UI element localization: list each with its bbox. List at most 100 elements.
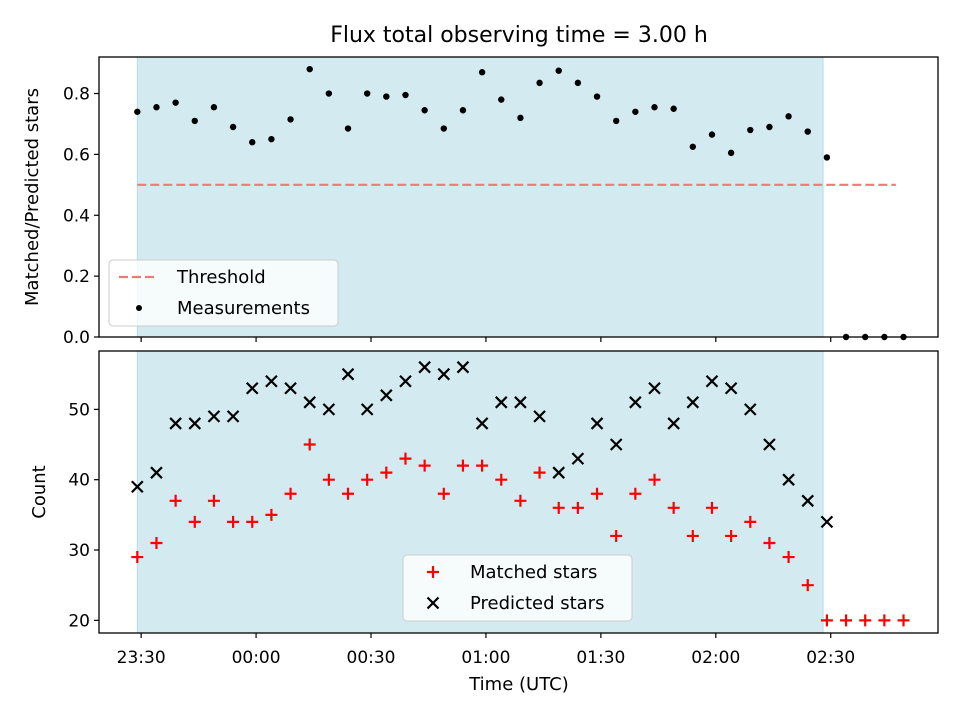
top-panel: 0.0 0.2 0.4 0.6 0.8 Matched/Predicted stars Th… xyxy=(22,56,939,348)
measurement-point xyxy=(363,90,371,97)
predicted-star-point xyxy=(131,480,144,494)
predicted-star-point xyxy=(150,466,163,479)
predicted-star-point xyxy=(399,374,412,388)
matched-star-point xyxy=(897,614,910,627)
matched-star-point xyxy=(437,487,450,500)
predicted-star-point xyxy=(188,417,202,430)
predicted-star-point xyxy=(418,360,431,374)
legend-label: Threshold xyxy=(176,267,266,288)
x-tick-label: 00:00 xyxy=(232,648,281,668)
measurement-point xyxy=(172,99,179,106)
predicted-star-point xyxy=(494,396,508,409)
predicted-star-point xyxy=(648,381,661,395)
matched-star-point xyxy=(150,536,163,549)
matched-star-point xyxy=(188,515,201,528)
measurement-point xyxy=(766,123,773,131)
matched-star-point xyxy=(648,473,661,486)
legend-box xyxy=(402,554,633,622)
matched-star-point xyxy=(686,529,699,542)
y-tick-label: 40 xyxy=(68,471,90,491)
measurement-point xyxy=(670,105,677,112)
predicted-star-point xyxy=(763,438,776,451)
y-tick-label: 0.2 xyxy=(63,267,90,287)
measurement-point xyxy=(229,123,237,131)
predicted-star-point xyxy=(686,396,700,409)
x-tick-label: 01:30 xyxy=(576,648,625,668)
measurement-point xyxy=(823,154,831,161)
measurement-point xyxy=(593,93,601,100)
y-tick-label: 0.4 xyxy=(63,206,90,226)
measurement-point xyxy=(402,91,409,99)
predicted-star-point xyxy=(782,473,795,486)
measurement-point xyxy=(478,69,486,76)
bottom-panel: 20 30 40 50 23:30 00:00 00:30 01:00 01:30 02:00 02… xyxy=(29,350,939,668)
legend-box xyxy=(108,259,339,327)
matched-star-point xyxy=(399,452,412,465)
predicted-star-point xyxy=(245,381,259,395)
predicted-star-point xyxy=(705,374,719,388)
measurement-point xyxy=(325,90,333,97)
predicted-star-point xyxy=(284,381,297,395)
measurement-point xyxy=(727,149,735,157)
x-tick-label: 02:30 xyxy=(806,648,855,668)
y-tick-label: 0.6 xyxy=(63,145,90,165)
predicted-star-point xyxy=(552,466,566,479)
legend-label: Measurements xyxy=(177,298,310,319)
measurement-point xyxy=(651,104,658,111)
matched-star-point xyxy=(629,487,642,500)
measurement-point xyxy=(517,114,524,122)
matched-star-point xyxy=(456,459,469,472)
measurement-point xyxy=(632,108,639,115)
predicted-star-point xyxy=(724,381,738,395)
legend-label: Predicted stars xyxy=(470,593,604,614)
matched-star-point xyxy=(322,473,335,486)
measurement-point xyxy=(612,117,620,125)
measurement-point xyxy=(287,116,294,123)
predicted-star-point xyxy=(380,389,393,402)
measurement-point xyxy=(306,65,313,73)
matched-star-point xyxy=(476,459,489,472)
axes-frame xyxy=(98,350,939,634)
matched-star-point xyxy=(820,614,833,627)
measurement-point xyxy=(459,107,467,114)
predicted-star-point xyxy=(360,403,374,416)
measurement-point xyxy=(153,104,160,111)
matched-star-point xyxy=(342,487,355,500)
matched-star-point xyxy=(725,529,738,542)
matched-star-point xyxy=(610,529,623,542)
legend-predicted-swatch xyxy=(426,596,440,610)
matched-star-point xyxy=(246,515,259,528)
measurement-point xyxy=(689,143,697,150)
matched-star-point xyxy=(227,515,240,528)
predicted-star-point xyxy=(533,410,546,423)
measurement-point xyxy=(344,125,352,132)
predicted-star-point xyxy=(456,360,470,374)
predicted-star-point xyxy=(629,396,642,409)
x-tick-label: 00:30 xyxy=(347,648,396,668)
matched-star-point xyxy=(782,551,795,564)
predicted-star-point xyxy=(322,403,336,416)
measurement-point xyxy=(421,107,428,114)
measurement-point xyxy=(191,117,198,125)
predicted-star-point xyxy=(226,410,240,423)
matched-star-point xyxy=(552,501,565,514)
y-axis-label: Count xyxy=(29,465,50,518)
measurement-point xyxy=(498,96,505,103)
x-tick-label: 01:00 xyxy=(461,648,510,668)
predicted-star-point xyxy=(744,403,757,416)
matched-star-point xyxy=(169,494,182,507)
matched-star-point xyxy=(514,494,527,507)
predicted-star-point xyxy=(265,374,278,388)
matched-star-point xyxy=(859,614,872,627)
legend-label: Matched stars xyxy=(470,562,597,583)
y-tick-label: 30 xyxy=(68,541,90,561)
legend-matched-swatch xyxy=(427,566,439,578)
measurement-point xyxy=(804,128,811,135)
predicted-star-point xyxy=(590,417,604,430)
measurement-point xyxy=(536,79,543,87)
axes-frame xyxy=(98,56,939,338)
measurement-point xyxy=(268,135,275,143)
measurement-point xyxy=(555,67,562,74)
predicted-star-point xyxy=(303,396,316,409)
